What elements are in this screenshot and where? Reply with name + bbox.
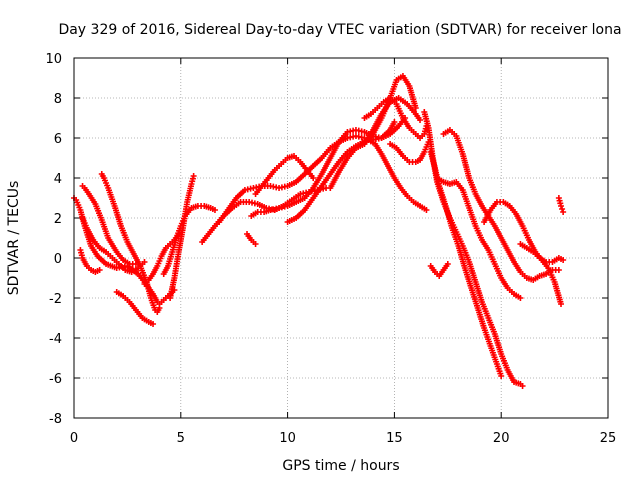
plot-frame bbox=[73, 57, 609, 419]
series-trace-23 bbox=[481, 199, 565, 307]
data-point bbox=[141, 259, 148, 265]
y-tick-label: -8 bbox=[49, 412, 62, 427]
y-tick-label: 6 bbox=[54, 132, 62, 147]
data-point bbox=[412, 105, 419, 111]
y-tick-label: -2 bbox=[49, 292, 62, 307]
series-trace-24 bbox=[517, 241, 567, 265]
y-tick-labels: -8 -6 -4 -2 0 2 4 6 8 10 bbox=[45, 52, 62, 427]
y-tick-label: 4 bbox=[54, 172, 62, 187]
y-tick-label: 10 bbox=[45, 52, 62, 67]
x-axis-label: GPS time / hours bbox=[282, 458, 399, 474]
series-trace-17 bbox=[359, 137, 430, 213]
y-tick-label: 8 bbox=[54, 92, 62, 107]
data-point bbox=[560, 257, 567, 263]
data-point bbox=[423, 207, 430, 213]
data-point bbox=[211, 207, 218, 213]
data-marks bbox=[71, 73, 567, 389]
series-trace-8 bbox=[167, 173, 197, 301]
series-trace-5 bbox=[113, 289, 157, 327]
data-point bbox=[156, 305, 163, 311]
data-point bbox=[252, 241, 259, 247]
y-tick-label: -6 bbox=[49, 372, 62, 387]
data-point bbox=[517, 295, 524, 301]
y-tick-label: 2 bbox=[54, 212, 62, 227]
data-point bbox=[310, 175, 317, 181]
series-trace-12 bbox=[252, 153, 317, 197]
series-trace-15 bbox=[327, 95, 424, 191]
data-point bbox=[150, 321, 157, 327]
x-tick-labels: 0 5 10 15 20 25 bbox=[70, 431, 616, 446]
chart-title: Day 329 of 2016, Sidereal Day-to-day VTE… bbox=[58, 22, 621, 38]
y-axis-label: SDTVAR / TECUs bbox=[6, 181, 22, 296]
data-point bbox=[558, 301, 565, 307]
series-trace-22 bbox=[440, 127, 562, 283]
x-tick-label: 20 bbox=[493, 431, 510, 446]
data-point bbox=[96, 267, 103, 273]
data-point bbox=[190, 173, 197, 179]
series-trace-6 bbox=[77, 247, 103, 275]
x-tick-label: 0 bbox=[70, 431, 78, 446]
series-trace-4 bbox=[79, 215, 148, 275]
x-tick-label: 25 bbox=[600, 431, 617, 446]
data-point bbox=[519, 383, 526, 389]
series-trace-9 bbox=[141, 231, 182, 287]
x-tick-label: 10 bbox=[279, 431, 296, 446]
data-point bbox=[558, 203, 565, 209]
data-point bbox=[444, 261, 451, 267]
data-point bbox=[560, 209, 567, 215]
data-point bbox=[391, 119, 398, 125]
x-tick-label: 15 bbox=[386, 431, 403, 446]
series-trace-16 bbox=[361, 95, 430, 141]
data-point bbox=[555, 267, 562, 273]
data-point bbox=[175, 231, 182, 237]
x-tick-label: 5 bbox=[177, 431, 185, 446]
data-point bbox=[498, 373, 505, 379]
series-trace-25 bbox=[427, 261, 451, 279]
series-trace-21 bbox=[434, 175, 524, 301]
y-tick-label: -4 bbox=[49, 332, 62, 347]
data-point-interp bbox=[559, 206, 566, 212]
series-trace-26 bbox=[555, 195, 567, 215]
data-point bbox=[417, 117, 424, 123]
series-trace-27 bbox=[244, 231, 259, 247]
y-tick-label: 0 bbox=[54, 252, 62, 267]
